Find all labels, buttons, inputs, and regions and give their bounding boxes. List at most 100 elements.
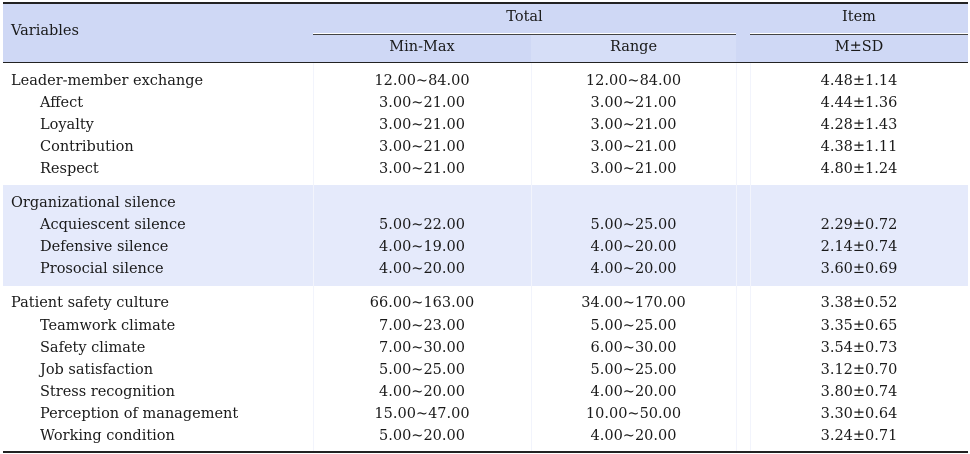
row-minmax: 5.00~22.00 <box>379 217 465 233</box>
row-minmax: 5.00~20.00 <box>379 428 465 444</box>
row-msd: 2.29±0.72 <box>820 217 898 233</box>
header-msd: M±SD <box>834 39 884 55</box>
header-minmax: Min-Max <box>389 39 455 55</box>
header-item: Item <box>842 9 876 25</box>
header-msd-cell: M±SD <box>750 35 968 62</box>
table-row: Loyalty 3.00~21.00 3.00~21.00 4.28±1.43 <box>3 114 968 136</box>
row-range: 5.00~25.00 <box>590 318 677 334</box>
row-minmax: 66.00~163.00 <box>369 295 475 311</box>
row-range: 6.00~30.00 <box>590 340 677 356</box>
row-range: 3.00~21.00 <box>590 139 677 155</box>
row-range: 4.00~20.00 <box>590 261 677 277</box>
table-row: Acquiescent silence 5.00~22.00 5.00~25.0… <box>3 214 968 236</box>
row-minmax: 3.00~21.00 <box>379 161 465 177</box>
row-range: 3.00~21.00 <box>590 161 677 177</box>
header-spacer-cell <box>736 4 750 62</box>
table-row: Perception of management 15.00~47.00 10.… <box>3 403 968 425</box>
header-variables: Variables <box>11 23 79 39</box>
row-label: Patient safety culture <box>11 295 170 311</box>
row-minmax: 5.00~25.00 <box>379 362 465 378</box>
row-msd: 3.30±0.64 <box>820 406 898 422</box>
table-row: Teamwork climate 7.00~23.00 5.00~25.00 3… <box>3 315 968 337</box>
header-total: Total <box>506 9 543 25</box>
table-row: Working condition 5.00~20.00 4.00~20.00 … <box>3 425 968 447</box>
group-leader-member-exchange: Leader-member exchange 12.00~84.00 12.00… <box>3 63 968 182</box>
row-minmax: 7.00~30.00 <box>379 340 465 356</box>
total-underline <box>313 34 736 35</box>
table-row: Patient safety culture 66.00~163.00 34.0… <box>3 292 968 314</box>
row-msd: 3.38±0.52 <box>820 295 898 311</box>
row-range: 5.00~25.00 <box>590 362 677 378</box>
table-bottom-rule <box>3 451 968 453</box>
row-label: Perception of management <box>40 406 239 422</box>
row-range: 10.00~50.00 <box>585 406 682 422</box>
row-minmax: 7.00~23.00 <box>379 318 465 334</box>
row-range: 4.00~20.00 <box>590 239 677 255</box>
table-row: Prosocial silence 4.00~20.00 4.00~20.00 … <box>3 258 968 280</box>
table-top-rule <box>3 2 968 4</box>
column-separator <box>750 63 751 453</box>
row-minmax: 4.00~19.00 <box>379 239 465 255</box>
table-row: Job satisfaction 5.00~25.00 5.00~25.00 3… <box>3 359 968 381</box>
table-row: Organizational silence <box>3 192 968 214</box>
row-range: 12.00~84.00 <box>585 73 682 89</box>
group-patient-safety-culture: Patient safety culture 66.00~163.00 34.0… <box>3 288 968 451</box>
header-range-cell: Range <box>531 35 736 62</box>
table-row: Stress recognition 4.00~20.00 4.00~20.00… <box>3 381 968 403</box>
row-msd: 4.38±1.11 <box>820 139 898 155</box>
table-row: Defensive silence 4.00~19.00 4.00~20.00 … <box>3 236 968 258</box>
header-item-cell: Item <box>750 4 968 33</box>
row-label: Prosocial silence <box>40 261 164 277</box>
table-row: Safety climate 7.00~30.00 6.00~30.00 3.5… <box>3 337 968 359</box>
row-minmax: 4.00~20.00 <box>379 261 465 277</box>
row-msd: 3.24±0.71 <box>820 428 898 444</box>
row-minmax: 12.00~84.00 <box>374 73 470 89</box>
row-label: Loyalty <box>40 117 94 133</box>
row-minmax: 15.00~47.00 <box>374 406 470 422</box>
row-range: 5.00~25.00 <box>590 217 677 233</box>
header-total-cell: Total <box>313 4 736 33</box>
row-label: Safety climate <box>40 340 146 356</box>
row-range: 4.00~20.00 <box>590 428 677 444</box>
row-label: Defensive silence <box>40 239 169 255</box>
row-msd: 2.14±0.74 <box>820 239 898 255</box>
group-organizational-silence: Organizational silence Acquiescent silen… <box>3 185 968 286</box>
row-msd: 4.80±1.24 <box>820 161 898 177</box>
row-label: Stress recognition <box>40 384 175 400</box>
header-variables-cell: Variables <box>3 4 313 62</box>
row-label: Organizational silence <box>11 195 176 211</box>
row-msd: 3.12±0.70 <box>820 362 898 378</box>
row-msd: 4.48±1.14 <box>820 73 898 89</box>
table-header: Variables Total Item Min-Max Range M±SD <box>3 4 968 62</box>
row-minmax: 3.00~21.00 <box>379 117 465 133</box>
table-row: Contribution 3.00~21.00 3.00~21.00 4.38±… <box>3 136 968 158</box>
column-separator <box>313 63 314 453</box>
row-msd: 3.35±0.65 <box>820 318 898 334</box>
row-label: Affect <box>40 95 84 111</box>
item-underline <box>750 34 968 35</box>
table-row: Leader-member exchange 12.00~84.00 12.00… <box>3 70 968 92</box>
row-minmax: 3.00~21.00 <box>379 95 465 111</box>
row-range: 3.00~21.00 <box>590 95 677 111</box>
row-label: Respect <box>40 161 99 177</box>
row-label: Teamwork climate <box>40 318 176 334</box>
row-range: 3.00~21.00 <box>590 117 677 133</box>
row-msd: 3.60±0.69 <box>820 261 898 277</box>
row-msd: 3.80±0.74 <box>820 384 898 400</box>
table-row: Affect 3.00~21.00 3.00~21.00 4.44±1.36 <box>3 92 968 114</box>
row-label: Job satisfaction <box>40 362 154 378</box>
header-bottom-rule <box>3 62 968 63</box>
row-label: Leader-member exchange <box>11 73 204 89</box>
header-range: Range <box>609 39 658 55</box>
row-minmax: 4.00~20.00 <box>379 384 465 400</box>
table-row: Respect 3.00~21.00 3.00~21.00 4.80±1.24 <box>3 158 968 180</box>
row-range: 4.00~20.00 <box>590 384 677 400</box>
row-msd: 4.28±1.43 <box>820 117 898 133</box>
row-label: Acquiescent silence <box>40 217 186 233</box>
column-separator <box>531 63 532 453</box>
column-separator <box>736 63 737 453</box>
row-msd: 4.44±1.36 <box>820 95 898 111</box>
row-range: 34.00~170.00 <box>581 295 686 311</box>
row-msd: 3.54±0.73 <box>820 340 898 356</box>
row-label: Contribution <box>40 139 134 155</box>
